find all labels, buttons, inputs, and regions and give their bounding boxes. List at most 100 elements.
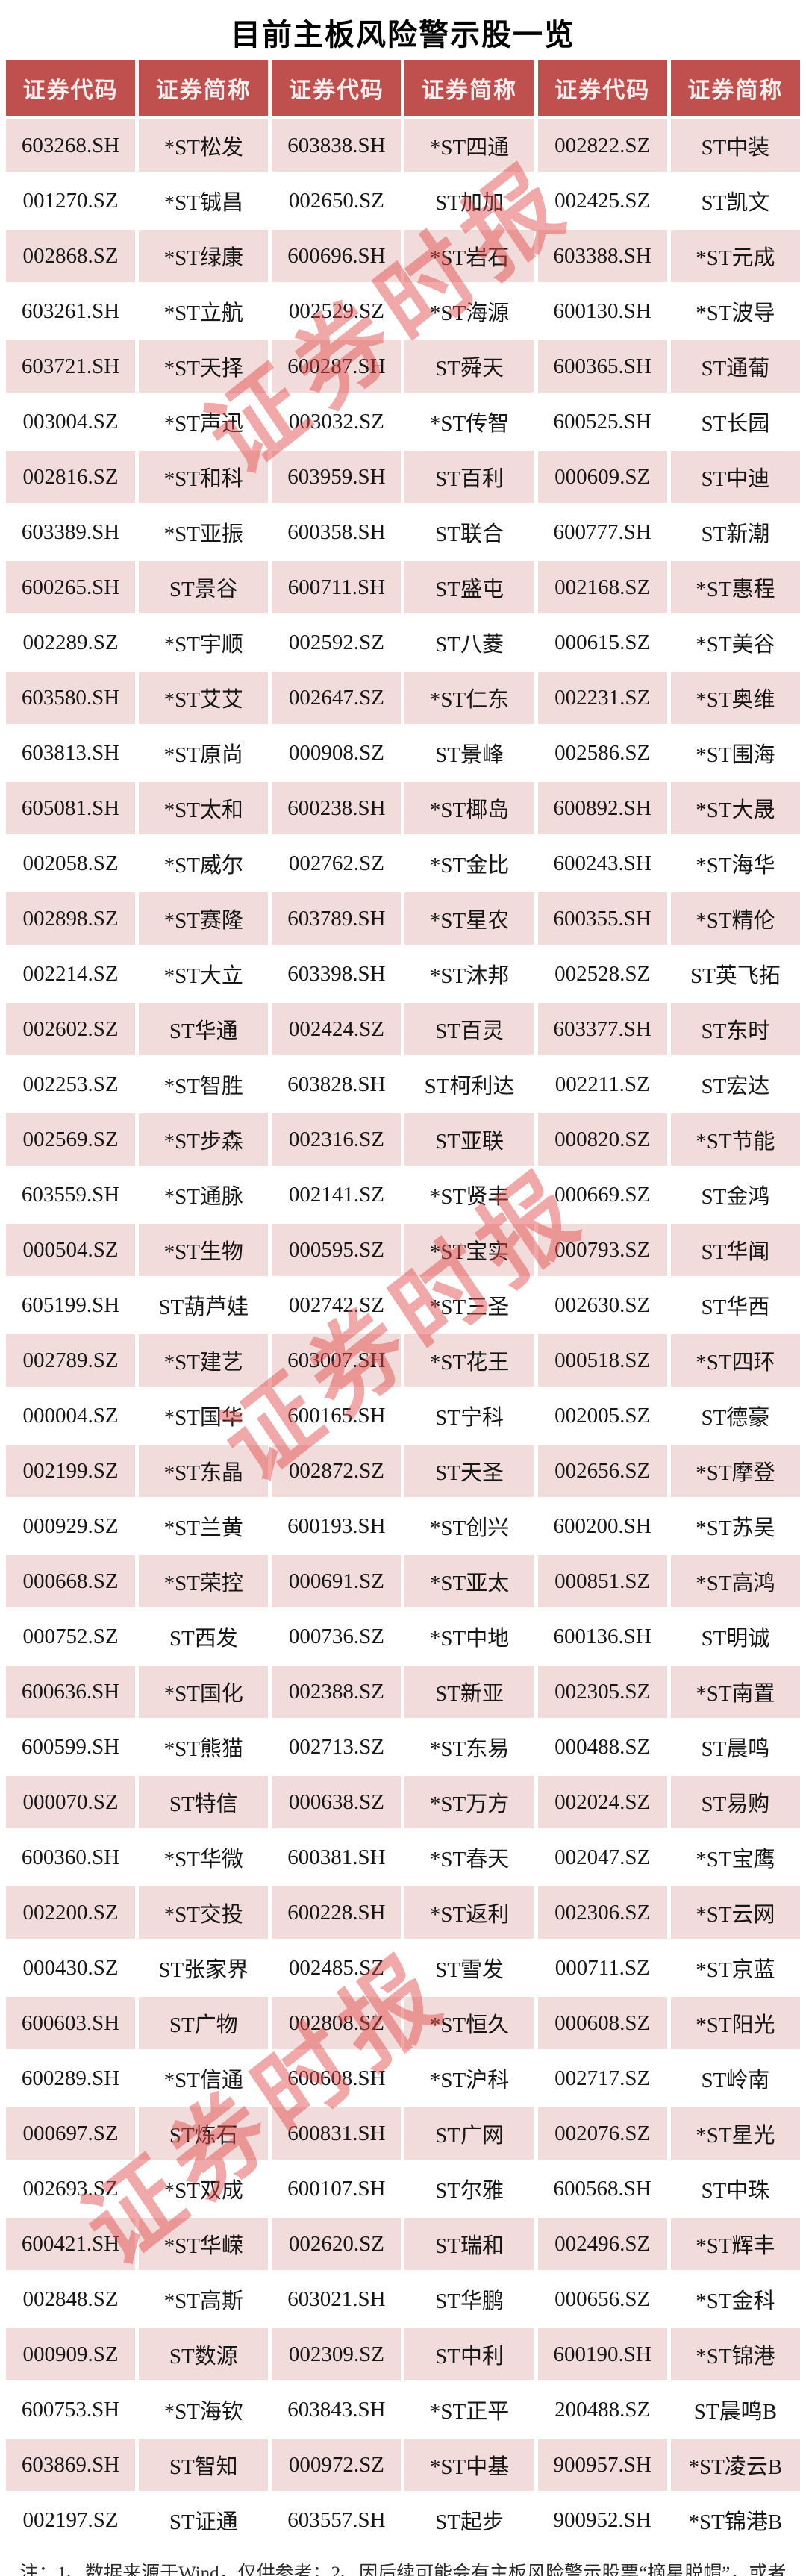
stock-name-cell: *ST高鸿 [670,1555,800,1607]
table-row: 002816.SZ *ST和科 603959.SH ST百利 000609.SZ ST中迪 [6,451,800,503]
stock-code-cell: 000430.SZ [6,1942,136,1994]
stock-name-cell: *ST椰岛 [404,782,534,834]
stock-code-cell: 002005.SZ [537,1389,667,1442]
stock-name-cell: *ST步森 [139,1113,269,1166]
stock-name-cell: ST广物 [139,1997,269,2049]
stock-name-cell: *ST春天 [404,1831,534,1883]
table-row: 600265.SH ST景谷 600711.SH ST盛屯 002168.SZ *ST惠程 [6,561,800,613]
stock-name-cell: *ST金比 [404,837,534,890]
stock-code-cell: 603828.SH [272,1058,402,1110]
stock-name-cell: *ST国华 [139,1389,269,1442]
stock-code-cell: 600130.SH [537,285,667,337]
stock-code-cell: 600608.SH [272,2052,402,2104]
stock-code-cell: 603789.SH [272,892,402,945]
stock-name-cell: *ST交投 [139,1886,269,1939]
stock-code-cell: 002713.SZ [272,1721,402,1773]
stock-name-cell: *ST奥维 [670,672,800,724]
stock-name-cell: ST景谷 [139,561,269,613]
stock-name-cell: *ST京蓝 [670,1942,800,1994]
stock-code-cell: 002789.SZ [6,1334,136,1387]
stock-code-cell: 605199.SH [6,1279,136,1331]
stock-code-cell: 600238.SH [272,782,402,834]
stock-name-cell: ST晨鸣B [670,2383,800,2436]
stock-code-cell: 000504.SZ [6,1224,136,1276]
stock-code-cell: 002693.SZ [6,2163,136,2215]
stock-name-cell: *ST海华 [670,837,800,890]
table-row: 600421.SH *ST华嵘 002620.SZ ST瑞和 002496.SZ *ST辉… [6,2218,800,2270]
stock-name-cell: *ST铖昌 [139,175,269,227]
stock-name-cell: *ST南置 [670,1666,800,1718]
stock-name-cell: *ST建艺 [139,1334,269,1387]
stock-name-cell: *ST原尚 [139,727,269,779]
stock-code-cell: 600892.SH [537,782,667,834]
table-row: 002693.SZ *ST双成 600107.SH ST尔雅 600568.SH ST中珠 [6,2163,800,2215]
stock-code-cell: 600228.SH [272,1886,402,1939]
stock-name-cell: ST盛屯 [404,561,534,613]
stock-name-cell: *ST双成 [139,2163,269,2215]
stock-code-cell: 002868.SZ [6,230,136,282]
stock-name-cell: ST德豪 [670,1389,800,1442]
stock-code-cell: 002309.SZ [272,2328,402,2380]
stock-code-cell: 000736.SZ [272,1610,402,1663]
table-row: 600753.SH *ST海钦 603843.SH *ST正平 200488.SZ ST晨… [6,2383,800,2436]
header-cell-code-1: 证券代码 [6,60,136,116]
stock-code-cell: 002253.SZ [6,1058,136,1110]
stock-name-cell: ST景峰 [404,727,534,779]
stock-code-cell: 600265.SH [6,561,136,613]
stock-code-cell: 002528.SZ [537,948,667,1000]
stock-name-cell: ST英飞拓 [670,948,800,1000]
stock-code-cell: 002058.SZ [6,837,136,890]
stock-name-cell: *ST东易 [404,1721,534,1773]
stock-code-cell: 600831.SH [272,2107,402,2160]
stock-name-cell: *ST凌云B [670,2439,800,2491]
stock-name-cell: *ST东晶 [139,1445,269,1497]
stock-code-cell: 002816.SZ [6,451,136,503]
stock-code-cell: 002848.SZ [6,2273,136,2325]
stock-name-cell: ST新潮 [670,506,800,558]
stock-code-cell: 002650.SZ [272,175,402,227]
stock-code-cell: 002211.SZ [537,1058,667,1110]
stock-name-cell: *ST正平 [404,2383,534,2436]
stock-name-cell: *ST岩石 [404,230,534,282]
stock-name-cell: ST华鹏 [404,2273,534,2325]
stock-name-cell: ST中装 [670,119,800,172]
stock-code-cell: 002656.SZ [537,1445,667,1497]
table-row: 000752.SZ ST西发 000736.SZ *ST中地 600136.SH ST明诚 [6,1610,800,1663]
stock-code-cell: 603377.SH [537,1003,667,1055]
table-row: 002197.SZ ST证通 603557.SH ST起步 900952.SH *ST锦港… [6,2494,800,2546]
stock-code-cell: 600636.SH [6,1666,136,1718]
stock-name-cell: *ST国化 [139,1666,269,1718]
stock-code-cell: 600753.SH [6,2383,136,2436]
stock-name-cell: *ST艾艾 [139,672,269,724]
stock-code-cell: 002485.SZ [272,1942,402,1994]
stock-code-cell: 000669.SZ [537,1169,667,1221]
stock-code-cell: 000752.SZ [6,1610,136,1663]
stock-code-cell: 000638.SZ [272,1776,402,1828]
stock-code-cell: 002872.SZ [272,1445,402,1497]
stock-code-cell: 600200.SH [537,1500,667,1552]
stock-name-cell: ST舜天 [404,340,534,393]
table-row: 000504.SZ *ST生物 000595.SZ *ST宝实 000793.SZ ST华… [6,1224,800,1276]
stock-name-cell: ST长园 [670,396,800,448]
stock-name-cell: ST起步 [404,2494,534,2546]
stock-name-cell: *ST星光 [670,2107,800,2160]
table-row: 002848.SZ *ST高斯 603021.SH ST华鹏 000656.SZ *ST金… [6,2273,800,2325]
stock-name-cell: *ST宝实 [404,1224,534,1276]
page-title: 目前主板风险警示股一览 [231,18,575,51]
stock-code-cell: 600289.SH [6,2052,136,2104]
table-row: 000668.SZ *ST荣控 000691.SZ *ST亚太 000851.SZ *ST… [6,1555,800,1607]
stock-name-cell: *ST赛隆 [139,892,269,945]
stock-name-cell: ST联合 [404,506,534,558]
stock-name-cell: *ST和科 [139,451,269,503]
stock-name-cell: *ST通脉 [139,1169,269,1221]
stock-name-cell: *ST节能 [670,1113,800,1166]
stock-code-cell: 002214.SZ [6,948,136,1000]
stock-code-cell: 603559.SH [6,1169,136,1221]
stock-name-cell: *ST亚太 [404,1555,534,1607]
stock-code-cell: 603838.SH [272,119,402,172]
stock-name-cell: ST岭南 [670,2052,800,2104]
stock-code-cell: 002762.SZ [272,837,402,890]
stock-name-cell: *ST贤丰 [404,1169,534,1221]
stock-code-cell: 000668.SZ [6,1555,136,1607]
stock-name-cell: ST数源 [139,2328,269,2380]
